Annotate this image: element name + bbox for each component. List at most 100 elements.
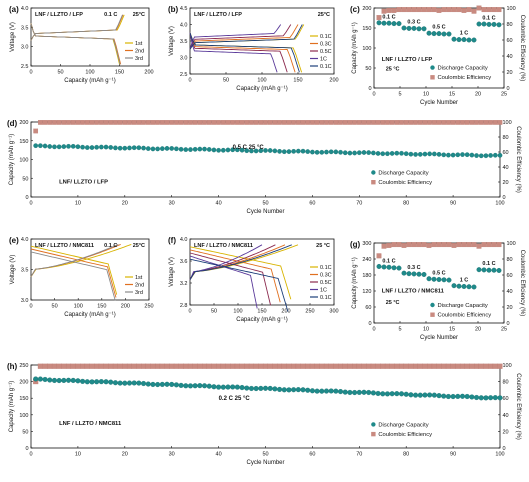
ce-point [84,363,90,369]
ce-point [75,363,81,369]
ce-point [127,120,132,125]
x-axis-label: Cycle Number [246,460,284,466]
capacity-point [460,152,465,157]
capacity-point [455,152,461,158]
ce-point [399,120,404,125]
rate-label: 0.1 C [382,258,395,264]
capacity-point [411,25,417,31]
ce-point [411,7,417,13]
x-tick-label: 10 [423,327,429,333]
capacity-point [267,148,273,153]
ce-point [305,363,311,369]
capacity-point [396,21,402,27]
ce-point [47,363,53,369]
capacity-point [333,149,339,155]
ce-point [178,120,184,125]
capacity-point [411,271,417,277]
ce-point [441,7,447,13]
capacity-point [481,21,487,27]
ce-point [417,120,423,125]
ce-point [272,120,278,125]
ce-point [466,242,472,248]
legend-label: 2nd [135,49,144,55]
capacity-point [486,267,492,273]
ce-point [375,120,381,125]
temp-label: 25 °C [386,300,400,306]
ce-point [65,363,72,369]
ce-point [267,363,273,369]
y-tick-label: 200 [19,380,28,386]
x-tick-label: 20 [475,92,481,98]
capacity-point [127,145,132,151]
ce-point [296,120,301,125]
capacity-point [159,381,165,387]
ce-point [461,7,467,13]
y-axis-label: Capacity (mAh g⁻¹) [352,22,358,74]
capacity-point [338,149,343,155]
ce-point [98,363,104,369]
capacity-point [323,388,329,394]
panel-c: (c)0 5 10 15 20 25050100150200020406080100Cou… [350,5,525,106]
ce-point [431,242,437,248]
capacity-point [461,37,467,43]
y2-tick-label: 100 [503,363,512,369]
y2-tick-label: 60 [507,273,513,279]
capacity-point [145,381,151,387]
capacity-point [272,148,278,154]
discharge-curve [189,255,258,309]
capacity-point [70,144,76,149]
capacity-point [361,150,367,155]
ce-point [413,363,419,369]
y-tick-label: 4.0 [180,23,188,29]
ce-point [356,120,362,125]
ce-point [481,7,487,13]
ce-point [286,120,292,125]
ce-point [386,7,392,13]
ce-point [263,120,268,125]
y2-tick-label: 20 [507,70,513,76]
capacity-point [291,387,297,393]
capacity-point [426,276,432,282]
ce-point [342,120,348,125]
capacity-point [417,152,423,157]
y-axis-label: Voltage (V) [10,255,16,285]
y-axis-label: Voltage (V) [169,257,175,287]
discharge-curve [189,32,300,73]
ce-point [80,120,85,125]
ce-point [272,363,278,369]
capacity-point [197,146,203,152]
x-tick-label: 70 [356,452,362,458]
ce-point [253,120,259,125]
capacity-point [366,150,372,155]
charge-curve [189,244,263,280]
capacity-point [155,382,161,388]
capacity-point [309,388,315,394]
capacity-point [206,383,212,389]
legend-swatch [371,170,376,175]
capacity-point [436,393,442,399]
cell-label: LNF / LLZTO / NMC811 [35,243,94,249]
legend-label: 3rd [135,56,143,62]
ce-point [342,363,348,369]
ce-point [417,363,423,369]
ce-point [394,120,400,125]
legend-label: 3rd [135,290,143,296]
charge-curve [189,24,303,50]
ce-point [441,120,447,125]
capacity-point [173,382,179,388]
ce-point [51,363,57,369]
capacity-point [249,148,254,154]
capacity-point [361,389,367,395]
ce-point [112,363,118,369]
rate-label: 0.1 C [382,14,395,20]
ce-point [235,120,240,125]
capacity-point [483,395,489,401]
capacity-point [491,267,497,273]
ce-point [164,120,170,125]
capacity-point [342,389,348,395]
ce-point [225,120,231,125]
ce-point [385,120,390,125]
capacity-point [497,153,503,158]
y-tick-label: 0 [25,446,28,452]
